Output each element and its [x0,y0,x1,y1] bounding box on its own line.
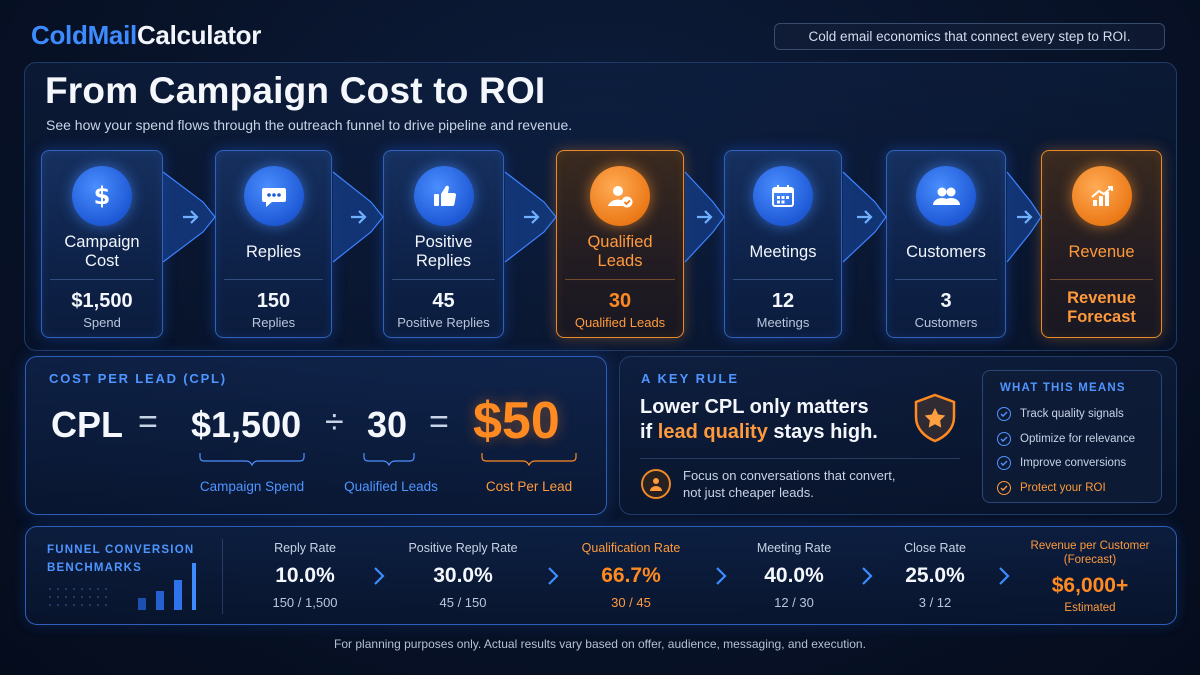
spend-brace [199,453,305,466]
brand-logo: ColdMailCalculator [31,20,261,51]
stage-unit: Qualified Leads [574,315,666,330]
cpl-leads: 30 [367,404,408,445]
stage-unit: Spend [83,315,121,330]
cpl-equals: = [138,403,158,441]
rule-heading: A KEY RULE [641,371,740,386]
chat-icon [243,166,304,226]
stage-positive-replies[interactable]: Positive Replies 45 Positive Replies [383,150,504,338]
svg-text:$: $ [94,182,111,210]
cpl-heading: COST PER LEAD (CPL) [49,371,227,386]
cpl-equals-2: = [429,403,449,441]
cpl-divide: ÷ [325,403,344,441]
stage-value: 150 [256,290,291,312]
stage-campaign-cost[interactable]: $ Campaign Cost $1,500 Spend [41,150,163,338]
stage-value: 12 [771,290,795,312]
key-rule-panel: A KEY RULE Lower CPL only matters if lea… [619,356,1177,515]
stage-meetings[interactable]: Meetings 12 Meetings [724,150,842,338]
chevron-right-icon [999,567,1010,585]
caption-qualified-leads: Qualified Leads [344,479,438,494]
funnel-connector [162,171,216,263]
chevron-right-icon [716,567,727,585]
metric-reply-rate: Reply Rate 10.0% 150 / 1,500 [272,541,338,610]
disclaimer: For planning purposes only. Actual resul… [334,637,866,651]
metric-close-rate: Close Rate 25.0% 3 / 12 [904,541,966,610]
chevron-right-icon [548,567,559,585]
cpl-result: $50 [473,392,560,450]
stage-value: 45 [432,290,455,312]
funnel-connector [1006,171,1042,263]
stage-label: Meetings [749,242,817,261]
stage-label: Revenue [1068,242,1135,261]
means-item-highlight: Protect your ROI [997,479,1106,497]
chevron-right-icon [374,567,385,585]
funnel-connector [504,171,557,263]
benchmarks-panel: FUNNEL CONVERSION BENCHMARKS Reply Rate … [25,526,1177,625]
rule-line-1: Lower CPL only matters [640,396,869,418]
metric-revenue-per-customer: Revenue per Customer (Forecast) $6,000+ … [1030,540,1150,614]
metric-positive-reply-rate: Positive Reply Rate 30.0% 45 / 150 [408,541,518,610]
stage-unit: Positive Replies [397,315,490,330]
rule-line-2: if lead quality stays high. [640,421,878,443]
shield-star-icon [914,393,956,443]
user-check-icon [590,166,650,226]
funnel-connector [332,171,384,263]
cpl-lhs: CPL [51,404,123,445]
page-subtitle: See how your spend flows through the out… [46,117,573,133]
result-brace [481,453,577,466]
cpl-panel: COST PER LEAD (CPL) CPL = $1,500 ÷ 30 = … [25,356,607,515]
page-title: From Campaign Cost to ROI [45,70,546,111]
means-item: Track quality signals [997,405,1124,423]
brand-part-2: Calculator [136,20,262,50]
tagline-badge: Cold email economics that connect every … [774,23,1165,50]
metric-qualification-rate: Qualification Rate 66.7% 30 / 45 [581,541,681,610]
stage-unit: Customers [914,315,978,330]
stage-value: $1,500 [71,290,133,312]
lead-quality-highlight: lead quality [657,421,768,443]
leads-brace [363,453,415,466]
check-icon [997,456,1011,470]
stage-label: Replies [245,242,302,261]
stage-qualified-leads[interactable]: Qualified Leads 30 Qualified Leads [556,150,684,338]
stage-value: 30 [608,290,632,312]
rule-statement: Lower CPL only matters if lead quality s… [640,395,878,445]
brand-part-1: ColdMail [31,20,137,50]
metric-meeting-rate: Meeting Rate 40.0% 12 / 30 [756,541,832,610]
growth-chart-icon [1071,166,1132,226]
thumbs-up-icon [413,166,474,226]
stage-value: 3 [940,290,952,312]
stage-replies[interactable]: Replies 150 Replies [215,150,332,338]
caption-cost-per-lead: Cost Per Lead [485,479,573,494]
check-icon [997,432,1011,446]
funnel-connector [842,171,887,263]
means-item: Improve conversions [997,454,1126,472]
cpl-spend: $1,500 [191,404,302,445]
check-icon [997,407,1011,421]
stage-revenue[interactable]: Revenue Revenue Forecast [1041,150,1162,338]
caption-campaign-spend: Campaign Spend [199,479,305,494]
benchmarks-heading: FUNNEL CONVERSION BENCHMARKS [47,544,195,574]
stage-customers[interactable]: Customers 3 Customers [886,150,1006,338]
chevron-right-icon [862,567,873,585]
users-icon [916,166,976,226]
means-heading: WHAT THIS MEANS [1000,382,1126,394]
calendar-icon [753,166,813,226]
what-this-means-box: WHAT THIS MEANS Track quality signals Op… [982,370,1162,503]
funnel-connector [684,171,725,263]
stage-label: Positive Replies [414,233,473,270]
stage-label: Qualified Leads [587,233,653,270]
stage-label: Campaign Cost [64,233,140,270]
rule-note: Focus on conversations that convert, not… [683,468,896,500]
means-item: Optimize for relevance [997,430,1135,448]
person-icon [641,469,671,499]
revenue-forecast-label: Revenue Forecast [1067,289,1136,326]
stage-unit: Replies [251,315,296,330]
dollar-icon: $ [72,166,132,226]
stage-unit: Meetings [756,315,810,330]
check-icon [997,481,1011,495]
bar-chart-icon [49,563,196,610]
stage-label: Customers [906,242,986,261]
